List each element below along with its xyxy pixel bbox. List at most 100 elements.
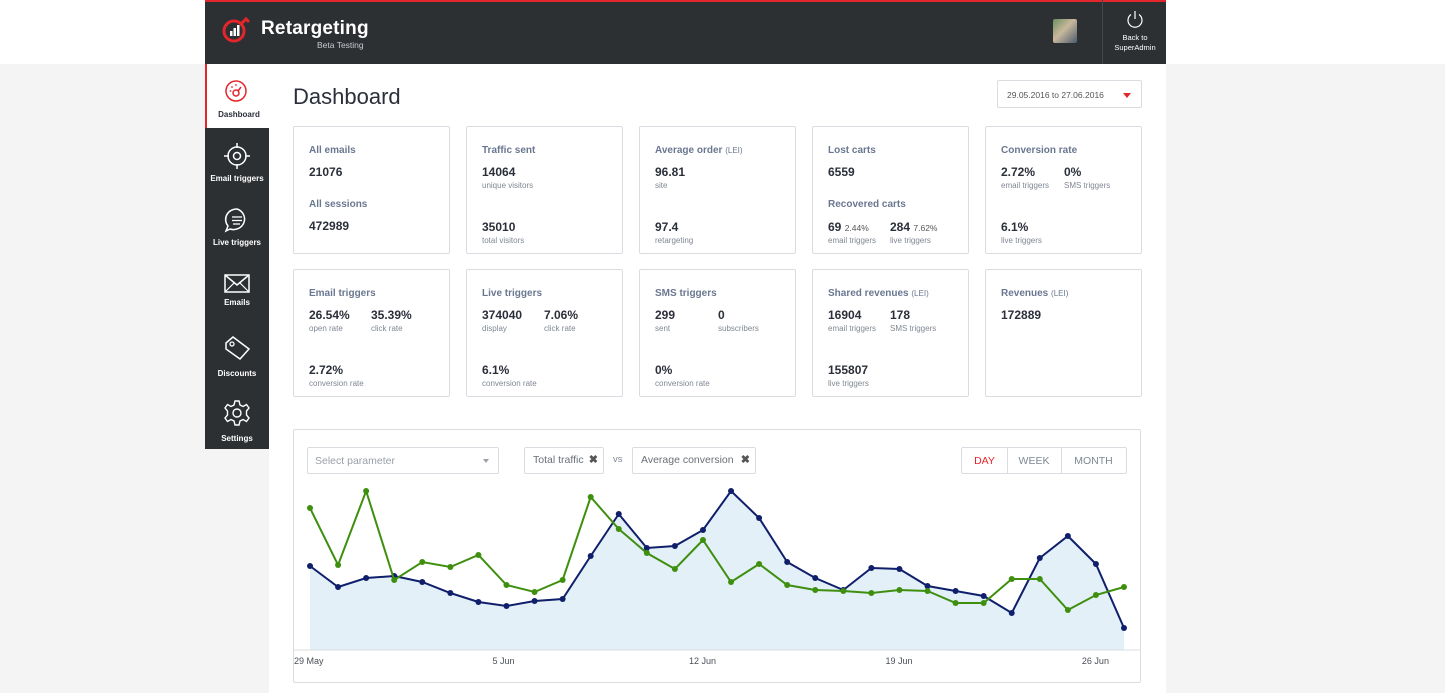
series-1-point[interactable] [475,599,482,605]
series-2-point[interactable] [559,577,566,583]
sidebar-item-live-triggers[interactable]: Live triggers [205,192,269,256]
series-2-point[interactable] [699,537,706,543]
card-lost-carts: Lost carts 6559 Recovered carts 69 2.44%… [812,126,969,254]
series-2-point[interactable] [840,588,847,594]
user-avatar[interactable] [1053,19,1077,43]
series-1-point[interactable] [896,566,903,572]
series-1-point[interactable] [1036,555,1043,561]
series-1-point[interactable] [643,545,650,551]
remove-icon[interactable]: ✖ [588,454,598,466]
remove-icon[interactable]: ✖ [740,454,750,466]
series-1-point[interactable] [924,583,931,589]
series-2-point[interactable] [587,494,594,500]
card-title: Conversion rate [1001,145,1078,156]
back-button-label: Back to SuperAdmin [1114,33,1156,52]
period-week-button[interactable]: WEEK [1007,447,1062,474]
series-1-point[interactable] [699,527,706,533]
sidebar-item-email-triggers[interactable]: Email triggers [205,128,269,192]
card-value: 155807 [828,363,869,377]
card-value: 2.72% [309,363,344,377]
card-title: Lost carts [828,145,876,156]
tag-icon [225,336,251,360]
app-subtitle: Beta Testing [317,40,364,50]
series-1-point[interactable] [1008,610,1015,616]
back-to-superadmin-button[interactable]: Back to SuperAdmin [1102,0,1166,64]
series-1-point[interactable] [1064,533,1071,539]
series-1-point[interactable] [1121,625,1127,631]
series-2-point[interactable] [643,550,650,556]
series-2-point[interactable] [419,559,426,565]
series-2-point[interactable] [503,582,510,588]
series-2-point[interactable] [335,562,342,568]
series-1-point[interactable] [363,575,370,581]
sidebar-item-settings[interactable]: Settings [205,385,269,449]
series-2-point[interactable] [756,561,763,567]
series-1-point[interactable] [784,559,791,565]
card-value: 69 2.44% [828,220,869,234]
card-value: 284 7.62% [890,220,938,234]
sidebar-item-discounts[interactable]: Discounts [205,320,269,384]
series-2-point[interactable] [980,600,987,606]
series-1-point[interactable] [531,598,538,604]
series-1-point[interactable] [335,584,342,590]
series-1-point[interactable] [587,553,594,559]
series-2-point[interactable] [475,552,482,558]
card-title: All sessions [309,199,368,210]
series-2-point[interactable] [1064,607,1071,613]
card-sub: email triggers [828,236,877,245]
card-sub: conversion rate [309,379,364,388]
date-range-value: 29.05.2016 to 27.06.2016 [1007,90,1104,100]
series-2-point[interactable] [363,488,370,494]
card-title: Recovered carts [828,199,906,210]
series-2-point[interactable] [671,566,678,572]
select-placeholder: Select parameter [315,455,395,467]
series-2-point[interactable] [868,590,875,596]
series-2-point[interactable] [952,600,959,606]
card-sub: SMS triggers [890,324,937,333]
card-value: 35010 [482,220,516,234]
series-1-point[interactable] [307,563,313,569]
series-1-point[interactable] [868,565,875,571]
card-value: 16904 [828,308,862,322]
series-2-point[interactable] [1036,576,1043,582]
retargeting-logo-icon[interactable] [221,16,251,46]
x-tick-label: 19 Jun [885,656,912,666]
series-1-point[interactable] [980,593,987,599]
series-1-point[interactable] [671,543,678,549]
dashboard-gauge-icon [225,80,247,102]
series-2-point[interactable] [896,587,903,593]
sidebar-item-emails[interactable]: Emails [205,256,269,320]
series-2-point[interactable] [1121,584,1127,590]
period-month-button[interactable]: MONTH [1061,447,1127,474]
series-2-point[interactable] [784,582,791,588]
series-2-point[interactable] [531,589,538,595]
series-1-point[interactable] [756,515,763,521]
series-1-point[interactable] [812,575,819,581]
series-1-point[interactable] [728,488,735,494]
series-1-point[interactable] [615,511,622,517]
series-2-point[interactable] [1008,576,1015,582]
card-value: 97.4 [655,220,679,234]
series-2-point[interactable] [391,577,398,583]
series-1-point[interactable] [503,603,510,609]
series-1-point[interactable] [447,590,454,596]
sidebar-item-dashboard[interactable]: Dashboard [205,64,269,128]
card-sub: subscribers [718,324,759,333]
card-sub: total visitors [482,236,525,245]
series-2-point[interactable] [447,564,454,570]
card-sub: open rate [309,324,343,333]
series-2-point[interactable] [307,505,313,511]
parameter-select[interactable]: Select parameter [307,447,499,474]
period-day-button[interactable]: DAY [961,447,1008,474]
series-2-point[interactable] [924,588,931,594]
series-1-point[interactable] [952,588,959,594]
series-1-point[interactable] [1092,561,1099,567]
series-1-point[interactable] [559,596,566,602]
series-2-point[interactable] [615,526,622,532]
card-sub: live triggers [1001,236,1042,245]
date-range-picker[interactable]: 29.05.2016 to 27.06.2016 [997,80,1142,108]
series-2-point[interactable] [728,579,735,585]
series-2-point[interactable] [812,587,819,593]
series-1-point[interactable] [419,579,426,585]
series-2-point[interactable] [1092,592,1099,598]
